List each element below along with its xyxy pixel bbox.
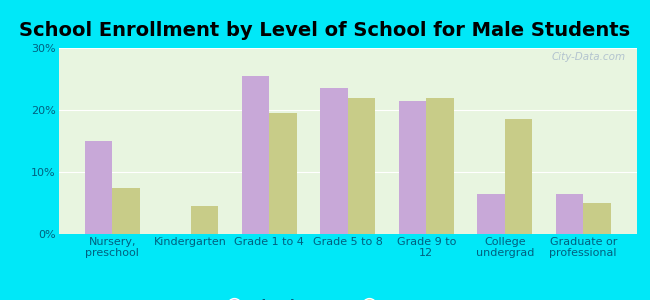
Bar — [477, 194, 505, 234]
Bar — [556, 194, 583, 234]
Legend: Flemington, New Jersey: Flemington, New Jersey — [214, 293, 482, 300]
Bar — [112, 188, 140, 234]
Bar — [505, 119, 532, 234]
Bar — [269, 113, 297, 234]
Text: School Enrollment by Level of School for Male Students: School Enrollment by Level of School for… — [20, 21, 630, 40]
Bar — [426, 98, 454, 234]
Bar — [398, 101, 426, 234]
Bar — [348, 98, 375, 234]
Bar — [84, 141, 112, 234]
Text: City-Data.com: City-Data.com — [551, 52, 625, 62]
Bar — [190, 206, 218, 234]
Bar — [320, 88, 348, 234]
Bar — [242, 76, 269, 234]
Bar — [583, 203, 611, 234]
